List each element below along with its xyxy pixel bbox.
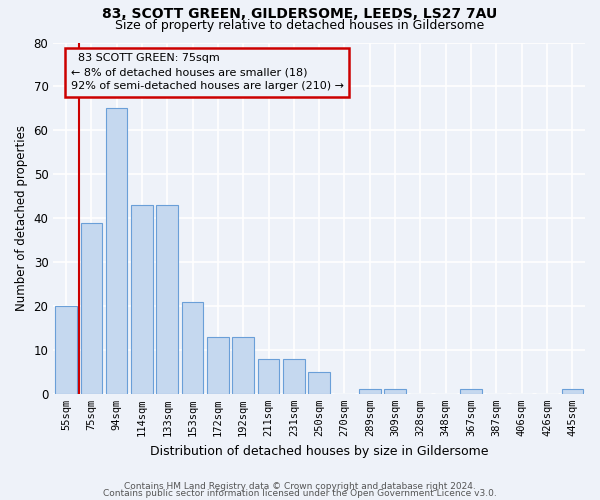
- Y-axis label: Number of detached properties: Number of detached properties: [15, 125, 28, 311]
- Bar: [460, 390, 482, 394]
- Bar: [131, 205, 152, 394]
- Text: 83 SCOTT GREEN: 75sqm
← 8% of detached houses are smaller (18)
92% of semi-detac: 83 SCOTT GREEN: 75sqm ← 8% of detached h…: [71, 54, 344, 92]
- Text: 83, SCOTT GREEN, GILDERSOME, LEEDS, LS27 7AU: 83, SCOTT GREEN, GILDERSOME, LEEDS, LS27…: [103, 8, 497, 22]
- Text: Contains HM Land Registry data © Crown copyright and database right 2024.: Contains HM Land Registry data © Crown c…: [124, 482, 476, 491]
- Bar: [385, 390, 406, 394]
- Bar: [232, 336, 254, 394]
- Bar: [106, 108, 127, 394]
- Bar: [359, 390, 380, 394]
- Text: Size of property relative to detached houses in Gildersome: Size of property relative to detached ho…: [115, 18, 485, 32]
- Bar: [562, 390, 583, 394]
- Bar: [157, 205, 178, 394]
- Bar: [283, 358, 305, 394]
- Bar: [258, 358, 279, 394]
- X-axis label: Distribution of detached houses by size in Gildersome: Distribution of detached houses by size …: [150, 444, 488, 458]
- Text: Contains public sector information licensed under the Open Government Licence v3: Contains public sector information licen…: [103, 489, 497, 498]
- Bar: [55, 306, 77, 394]
- Bar: [80, 222, 102, 394]
- Bar: [308, 372, 330, 394]
- Bar: [207, 336, 229, 394]
- Bar: [182, 302, 203, 394]
